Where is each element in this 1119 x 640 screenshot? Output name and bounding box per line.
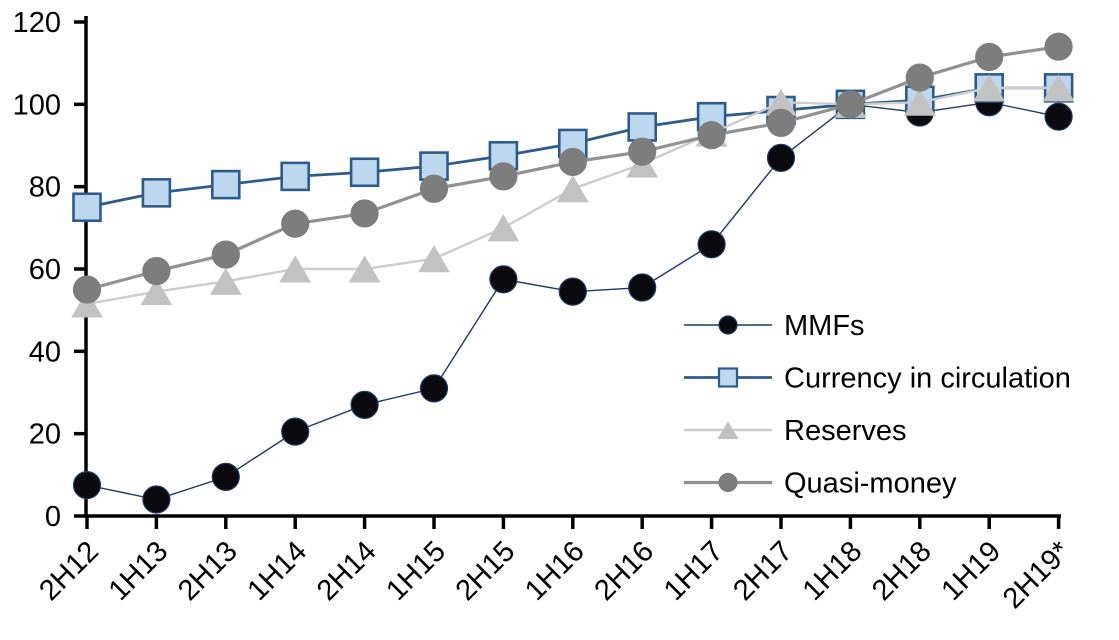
legend-item-mmfs: MMFs	[684, 310, 865, 342]
x-tick-label: 1H16	[519, 535, 591, 607]
y-tick-label: 100	[13, 89, 61, 121]
x-tick-label: 2H13	[172, 535, 244, 607]
data-point-marker	[973, 74, 1006, 102]
data-point-marker	[489, 265, 518, 294]
data-point-marker	[717, 421, 739, 439]
x-tick-label: 2H12	[33, 535, 105, 607]
x-tick-label-group: 2H15	[450, 535, 522, 607]
data-point-marker	[975, 42, 1004, 72]
x-tick-label-group: 1H13	[103, 535, 175, 607]
data-point-marker	[209, 267, 242, 295]
x-tick-label-group: 1H17	[658, 535, 730, 607]
data-point-marker	[281, 417, 310, 446]
data-point-marker	[489, 162, 518, 191]
y-tick-label: 60	[29, 254, 61, 286]
data-point-marker	[1044, 102, 1073, 131]
x-tick-label: 2H14	[311, 535, 383, 607]
data-point-marker	[72, 471, 102, 500]
data-point-marker	[141, 178, 172, 208]
data-point-marker	[142, 485, 171, 514]
x-tick-label-group: 2H13	[172, 535, 244, 607]
data-point-marker	[419, 374, 449, 403]
data-point-marker	[140, 278, 173, 306]
data-point-marker	[766, 108, 796, 137]
data-point-marker	[71, 290, 103, 318]
data-point-marker	[211, 462, 240, 491]
data-point-marker	[349, 157, 380, 188]
data-point-marker	[903, 88, 936, 116]
data-point-marker	[211, 240, 240, 269]
x-tick-label-group: 2H12	[33, 535, 105, 607]
data-point-marker	[628, 273, 657, 302]
legend-item-quasi-money: Quasi-money	[684, 468, 957, 500]
data-point-marker	[487, 214, 520, 242]
x-tick-label-group: 2H16	[588, 535, 660, 607]
data-point-marker	[718, 472, 738, 493]
x-tick-label: 2H15	[450, 535, 522, 607]
series-quasi-money	[72, 32, 1073, 304]
y-tick-label: 0	[45, 501, 61, 533]
data-point-marker	[627, 112, 658, 142]
legend-item-reserves: Reserves	[684, 415, 907, 447]
x-tick-label-group: 2H17	[727, 535, 799, 607]
data-point-marker	[348, 255, 381, 283]
x-tick-label: 2H19*	[997, 535, 1077, 615]
data-point-marker	[279, 255, 312, 283]
data-point-marker	[488, 140, 519, 171]
data-point-marker	[766, 143, 796, 172]
y-tick-label: 20	[29, 419, 61, 451]
data-point-marker	[556, 175, 589, 203]
data-point-marker	[628, 137, 657, 166]
legend-label: Reserves	[784, 415, 907, 447]
y-tick-label: 40	[29, 336, 61, 368]
data-point-marker	[72, 192, 102, 223]
data-point-marker	[418, 245, 450, 273]
x-tick-label-group: 2H19*	[997, 535, 1077, 615]
data-point-marker	[558, 277, 587, 306]
x-tick-label: 1H15	[380, 535, 452, 607]
data-point-marker	[1044, 32, 1073, 61]
data-point-marker	[717, 367, 739, 388]
x-tick-label-group: 1H18	[797, 535, 869, 607]
x-tick-label-group: 1H16	[519, 535, 591, 607]
x-tick-label: 2H18	[866, 535, 938, 607]
data-point-marker	[697, 121, 726, 150]
legend-label: Currency in circulation	[784, 363, 1071, 395]
legend-item-currency-in-circulation: Currency in circulation	[684, 363, 1071, 395]
x-tick-label: 1H19	[935, 535, 1007, 607]
legend-label: MMFs	[784, 310, 865, 342]
data-point-marker	[718, 315, 738, 335]
data-point-marker	[281, 209, 310, 238]
data-point-marker	[142, 256, 171, 286]
x-tick-label-group: 1H15	[380, 535, 452, 607]
data-point-marker	[350, 199, 379, 228]
x-tick-label: 1H14	[241, 535, 313, 607]
data-point-marker	[836, 90, 865, 119]
x-tick-label-group: 1H14	[241, 535, 313, 607]
data-point-marker	[1042, 74, 1075, 102]
data-point-marker	[419, 174, 449, 203]
x-tick-label-group: 1H19	[935, 535, 1007, 607]
x-tick-label: 1H13	[103, 535, 175, 607]
data-point-marker	[280, 161, 311, 192]
y-tick-label: 80	[29, 172, 61, 204]
data-point-marker	[72, 275, 102, 304]
legend: MMFs Currency in circulation Reserves Quasi…	[684, 310, 1071, 500]
x-tick-label: 1H17	[658, 535, 730, 607]
y-tick-label: 120	[13, 7, 61, 39]
data-point-marker	[765, 88, 797, 116]
x-tick-label: 2H17	[727, 535, 799, 607]
x-tick-label-group: 2H18	[866, 535, 938, 607]
x-tick-label: 1H18	[797, 535, 869, 607]
data-point-marker	[350, 390, 379, 419]
legend-label: Quasi-money	[784, 468, 957, 500]
x-tick-label-group: 2H14	[311, 535, 383, 607]
data-point-marker	[697, 230, 726, 259]
data-point-marker	[211, 169, 241, 200]
data-point-marker	[558, 147, 587, 177]
data-point-marker	[905, 63, 934, 92]
x-tick-label: 2H16	[588, 535, 660, 607]
